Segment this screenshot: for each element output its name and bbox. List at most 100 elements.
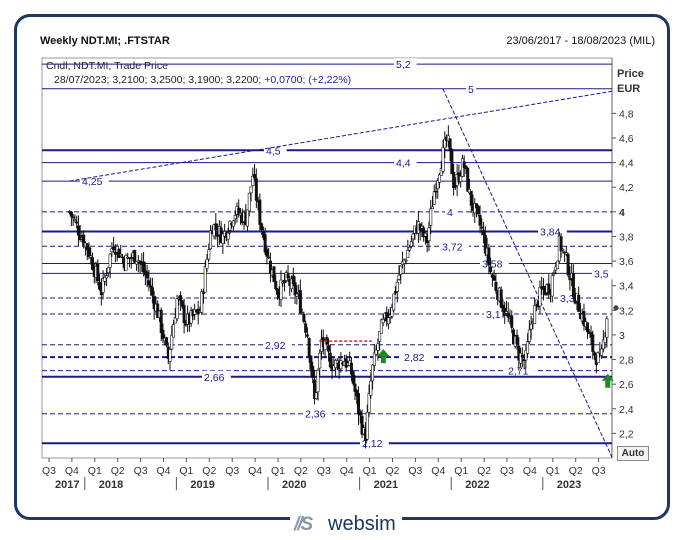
candle-body-122: [283, 280, 287, 284]
candle-body-35: [129, 257, 133, 259]
candle-body-249: [506, 312, 510, 318]
level-label-bg-0: [394, 58, 417, 71]
candle-body-65: [182, 304, 186, 324]
logo-text: websim: [328, 513, 396, 535]
candle-body-30: [120, 256, 124, 259]
level-label-4: 4,25: [82, 176, 103, 188]
trend-line-1: [442, 88, 613, 459]
candle-body-242: [494, 281, 498, 291]
candle-body-3: [73, 219, 77, 222]
y-tick-label-7: 3,6: [619, 256, 634, 268]
candle-body-190: [402, 259, 406, 264]
candle-body-208: [434, 190, 438, 193]
candle-body-230: [473, 203, 477, 214]
candle-body-106: [254, 178, 258, 201]
level-label-9: 3,5: [594, 268, 609, 280]
candle-body-209: [436, 180, 440, 190]
candle-body-279: [559, 236, 563, 252]
level-label-16: 2,36: [305, 409, 326, 421]
candle-body-76: [201, 292, 205, 294]
candle-body-191: [404, 259, 408, 262]
candle-body-17: [98, 282, 102, 290]
candle-body-305: [605, 318, 609, 338]
candle-body-26: [113, 251, 117, 255]
candle-body-160: [349, 362, 353, 375]
candle-body-261: [527, 329, 531, 342]
candle-body-174: [374, 349, 378, 355]
candle-body-173: [372, 352, 376, 366]
candle-body-69: [189, 310, 193, 324]
x-tick-label-4: Q3: [134, 465, 148, 477]
level-label-6: 3,84: [540, 227, 561, 239]
candle-body-298: [593, 352, 597, 356]
candle-body-184: [392, 293, 396, 311]
y-tick-label-2: 2,6: [619, 379, 634, 391]
level-label-15: 2,66: [204, 372, 225, 384]
candle-body-16: [96, 263, 100, 282]
candle-body-78: [205, 258, 209, 269]
candle-body-260: [526, 341, 530, 354]
candle-body-136: [307, 338, 311, 357]
candle-body-117: [274, 281, 278, 290]
x-tick-label-8: Q3: [225, 465, 239, 477]
candle-body-10: [85, 243, 89, 251]
level-label-bg-5: [445, 205, 456, 218]
candle-body-142: [318, 352, 322, 369]
x-tick-label-1: Q4: [65, 465, 79, 477]
candle-body-165: [358, 411, 362, 416]
level-label-bg-14: [506, 364, 535, 377]
candle-body-129: [295, 293, 299, 297]
candle-body-239: [489, 267, 493, 273]
y-tick-label-11: 4,4: [619, 158, 634, 170]
buy-arrow-icon-0: [377, 349, 390, 364]
auto-scale-button[interactable]: Auto: [617, 446, 649, 461]
candle-body-5: [76, 225, 80, 236]
candle-body-58: [170, 335, 174, 350]
year-label-2: 2019: [190, 479, 214, 491]
candle-body-201: [422, 227, 426, 238]
logo-mark: //S: [294, 514, 313, 535]
year-label-6: 2023: [557, 479, 581, 491]
candle-body-80: [209, 230, 213, 250]
x-tick-label-10: Q1: [271, 465, 285, 477]
candle-body-218: [452, 171, 456, 189]
candle-body-171: [369, 380, 373, 396]
x-tick-label-11: Q2: [294, 465, 308, 477]
candle-body-132: [300, 312, 304, 315]
candle-body-28: [117, 248, 121, 258]
candle-body-262: [529, 323, 533, 330]
candle-body-282: [564, 252, 568, 255]
candle-body-170: [367, 393, 371, 413]
candle-body-46: [149, 285, 153, 288]
candle-body-64: [180, 300, 184, 307]
candle-body-57: [168, 349, 172, 362]
candle-body-219: [453, 185, 457, 188]
candle-body-264: [533, 305, 537, 325]
candle-body-225: [464, 165, 468, 170]
candle-body-181: [386, 317, 390, 325]
candle-body-161: [351, 371, 355, 384]
candle-body-294: [586, 322, 590, 332]
candle-body-120: [279, 279, 283, 300]
candle-body-248: [504, 311, 508, 314]
candle-body-6: [78, 235, 82, 240]
candle-body-105: [253, 174, 257, 179]
candle-body-236: [483, 235, 487, 254]
candle-body-238: [487, 247, 491, 266]
candle-body-292: [582, 311, 586, 326]
candle-body-148: [328, 352, 332, 368]
candle-body-77: [203, 266, 207, 293]
trend-line-0: [69, 90, 613, 182]
candle-body-185: [393, 290, 397, 294]
y-tick-label-6: 3,4: [619, 281, 634, 293]
year-label-4: 2021: [374, 479, 398, 491]
candle-body-183: [390, 307, 394, 317]
level-label-3: 4,4: [396, 158, 411, 170]
candle-body-232: [476, 205, 480, 215]
level-label-bg-13: [402, 351, 431, 364]
x-tick-label-3: Q2: [111, 465, 125, 477]
candle-body-154: [339, 360, 343, 370]
candle-body-79: [207, 249, 211, 260]
price-axis-title: Price: [617, 68, 644, 80]
